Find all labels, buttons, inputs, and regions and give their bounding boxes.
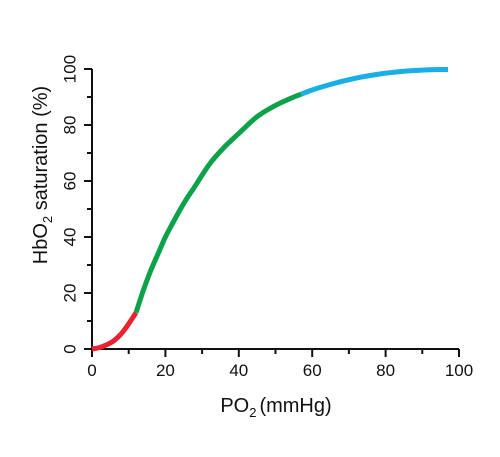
x-tick-label: 100 (445, 361, 473, 380)
y-axis-title: HbO2 saturation (%) (30, 86, 55, 264)
x-axis-title-suffix: (mmHg) (259, 395, 331, 417)
curve-layer (91, 67, 449, 352)
y-axis-title-main: HbO (30, 223, 52, 264)
y-axis-title-subscript: 2 (40, 216, 55, 223)
x-axis-title-main: PO (220, 395, 249, 417)
curve-segment-3 (300, 67, 449, 97)
y-tick-label: 60 (61, 172, 80, 191)
y-tick-label: 20 (61, 284, 80, 303)
axes-layer: 0 20 40 60 80 100 0 20 40 60 80 100 (61, 55, 474, 380)
x-axis-title-subscript: 2 (249, 405, 256, 420)
y-tick-label: 40 (61, 228, 80, 247)
x-axis-title: PO2 (mmHg) (220, 395, 331, 420)
curve-segment-2 (133, 91, 303, 314)
x-tick-label: 40 (229, 361, 248, 380)
y-axis-title-suffix: saturation (%) (30, 86, 52, 216)
x-tick-label: 60 (303, 361, 322, 380)
x-tick-label: 80 (376, 361, 395, 380)
curve-segment-1 (91, 311, 139, 352)
y-tick-label: 100 (61, 55, 80, 83)
x-tick-label: 0 (87, 361, 96, 380)
y-tick-label: 0 (61, 344, 80, 353)
y-tick-label: 80 (61, 116, 80, 135)
x-tick-label: 20 (156, 361, 175, 380)
